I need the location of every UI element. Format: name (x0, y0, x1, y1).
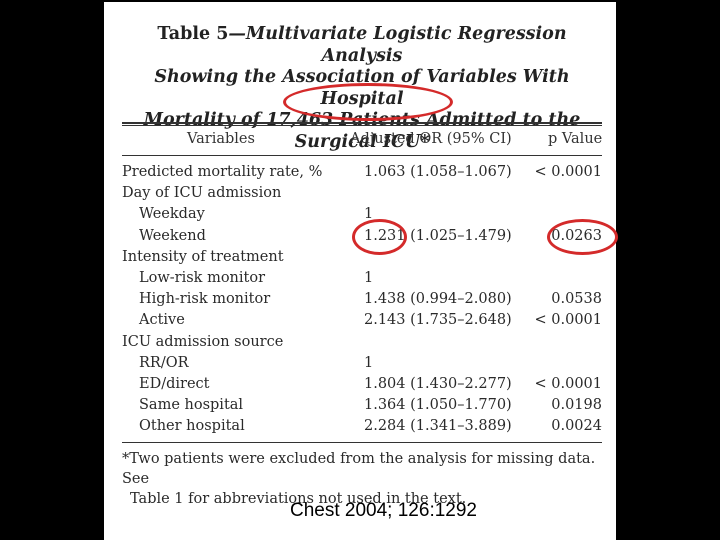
table-row: Weekday 1 (122, 204, 602, 225)
cell-adjusted-or: 1.364 (1.050–1.770) (364, 397, 512, 414)
highlight-circle-weekend-or (352, 219, 407, 255)
table-top-rule (122, 122, 602, 124)
cell-p-value: < 0.0001 (534, 376, 603, 392)
right-black-border (616, 0, 720, 540)
table-row: Other hospital 2.284 (1.341–3.889) 0.0024 (122, 416, 602, 437)
table-bottom-rule (122, 442, 602, 443)
title-line-4: Surgical ICU* (294, 131, 430, 152)
title-dash: — (228, 24, 246, 44)
top-black-border (104, 0, 616, 2)
cell-variable: Weekend (139, 227, 206, 244)
cell-variable: Low-risk monitor (139, 270, 266, 286)
highlight-circle-weekend-p (547, 219, 618, 255)
cell-adjusted-or: 1 (364, 206, 374, 223)
cell-adjusted-or: 2.284 (1.341–3.889) (364, 418, 512, 435)
cell-p-value: 0.0538 (551, 291, 602, 308)
cell-variable: Weekday (139, 206, 205, 223)
column-header-adjusted-or: Adjusted OR (95% CI) (350, 131, 512, 147)
cell-variable: RR/OR (139, 354, 189, 371)
table-row: Same hospital 1.364 (1.050–1.770) 0.0198 (122, 395, 602, 416)
citation: Chest 2004; 126:1292 (290, 500, 477, 521)
cell-adjusted-or: 2.143 (1.735–2.648) (364, 312, 512, 329)
table-row: ICU admission source (122, 332, 602, 353)
cell-variable: ED/direct (139, 376, 210, 392)
cell-adjusted-or: 1.804 (1.430–2.277) (364, 376, 512, 392)
table-label: Table 5 (157, 24, 229, 44)
cell-variable: Day of ICU admission (122, 185, 282, 202)
cell-adjusted-or: 1.063 (1.058–1.067) (364, 164, 512, 180)
cell-p-value: < 0.0001 (534, 312, 603, 329)
table-row: Predicted mortality rate, % 1.063 (1.058–… (122, 162, 602, 183)
cell-adjusted-or: 1.438 (0.994–2.080) (364, 291, 512, 308)
title-line-1: Table 5—Multivariate Logistic Regression… (122, 24, 602, 67)
cell-p-value: 0.0198 (551, 397, 602, 414)
cell-variable: ICU admission source (122, 333, 284, 350)
table-top-rule-inner (122, 125, 602, 126)
table-row: RR/OR 1 (122, 353, 602, 374)
cell-variable: Intensity of treatment (122, 248, 284, 265)
table-row: Active 2.143 (1.735–2.648) < 0.0001 (122, 310, 602, 331)
left-black-border (0, 0, 104, 540)
cell-p-value: < 0.0001 (534, 164, 603, 180)
table-row: Day of ICU admission (122, 183, 602, 204)
cell-variable: Other hospital (139, 418, 245, 435)
cell-variable: High-risk monitor (139, 291, 271, 308)
cell-adjusted-or: 1 (364, 354, 374, 371)
column-header-variables: Variables (187, 131, 255, 147)
highlight-circle-surgical-icu (283, 83, 453, 121)
footnote-line-2: Table 1 for abbreviations not used in th… (130, 491, 467, 507)
cell-adjusted-or: 1 (364, 270, 374, 286)
table-row: ED/direct 1.804 (1.430–2.277) < 0.0001 (122, 374, 602, 395)
cell-variable: Same hospital (139, 397, 244, 414)
footnote-line-1: *Two patients were excluded from the ana… (122, 451, 596, 487)
cell-variable: Active (139, 312, 185, 329)
table-row: Intensity of treatment (122, 247, 602, 268)
table-footnote: *Two patients were excluded from the ana… (122, 449, 606, 509)
title-text-1: Multivariate Logistic Regression Analysi… (245, 24, 567, 66)
table-row: Low-risk monitor 1 (122, 268, 602, 289)
table-header-rule (122, 155, 602, 156)
cell-variable: Predicted mortality rate, % (122, 164, 323, 180)
cell-p-value: 0.0024 (551, 418, 602, 435)
table-row: High-risk monitor 1.438 (0.994–2.080) 0.05… (122, 289, 602, 310)
column-header-p-value: p Value (548, 131, 603, 147)
